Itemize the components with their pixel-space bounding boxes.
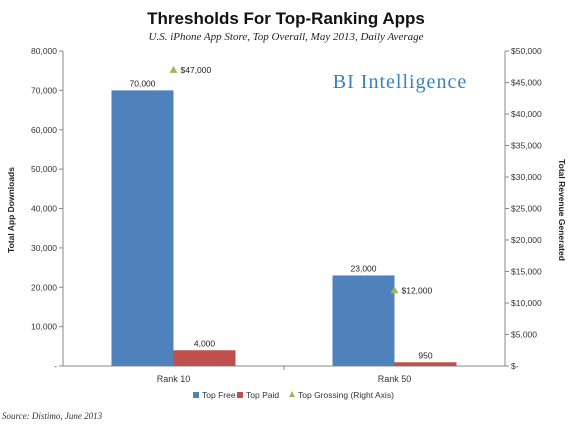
bar-data-label: 4,000 [194,338,216,348]
bar-top-free [332,275,395,366]
bar-top-free [111,90,174,366]
y2-tick-label: $35,000 [511,141,542,151]
y-tick-label: 80,000 [31,46,57,56]
y-tick-label: 60,000 [31,125,57,135]
bar-data-label: 70,000 [130,78,156,88]
marker-top-grossing [169,65,178,73]
y2-tick-label: $40,000 [511,109,542,119]
marker-top-grossing [390,286,399,294]
y2-tick-label: $25,000 [511,204,542,214]
legend-swatch [193,392,199,398]
legend-swatch [289,391,295,397]
source-note: Source: Distimo, June 2013 [2,411,103,421]
y2-tick-label: $15,000 [511,267,542,277]
y-tick-label: 30,000 [31,243,57,253]
chart-title: Thresholds For Top-Ranking Apps [147,9,425,28]
y-tick-label: 20,000 [31,282,57,292]
bar-data-label: 950 [418,350,432,360]
legend-label: Top Paid [246,390,279,400]
marker-data-label: $47,000 [181,65,212,75]
marker-data-label: $12,000 [402,285,433,295]
watermark-logo: BI Intelligence [333,71,467,93]
y2-tick-label: $- [511,361,519,371]
y2-tick-label: $50,000 [511,46,542,56]
x-category-label: Rank 50 [378,374,412,384]
y-tick-label: 10,000 [31,322,57,332]
y2-tick-label: $5,000 [511,330,537,340]
y2-axis-title: Total Revenue Generated [557,159,567,261]
y-tick-label: - [54,361,57,371]
y2-tick-label: $30,000 [511,172,542,182]
bar-top-paid [394,362,457,366]
legend-label: Top Grossing (Right Axis) [298,390,394,400]
legend-swatch [237,392,243,398]
y2-tick-label: $20,000 [511,235,542,245]
y-tick-label: 50,000 [31,164,57,174]
y-axis-title: Total App Downloads [6,167,16,253]
plot-area: - 10,000 20,000 30,000 40,000 50,000 60,000 70,… [31,46,542,400]
y-tick-label: 70,000 [31,85,57,95]
y2-tick-label: $45,000 [511,78,542,88]
y-tick-label: 40,000 [31,204,57,214]
x-category-label: Rank 10 [157,374,191,384]
legend-label: Top Free [202,390,236,400]
bar-top-paid [173,350,236,366]
bar-data-label: 23,000 [351,263,377,273]
chart-subtitle: U.S. iPhone App Store, Top Overall, May … [149,31,424,43]
y2-tick-label: $10,000 [511,298,542,308]
